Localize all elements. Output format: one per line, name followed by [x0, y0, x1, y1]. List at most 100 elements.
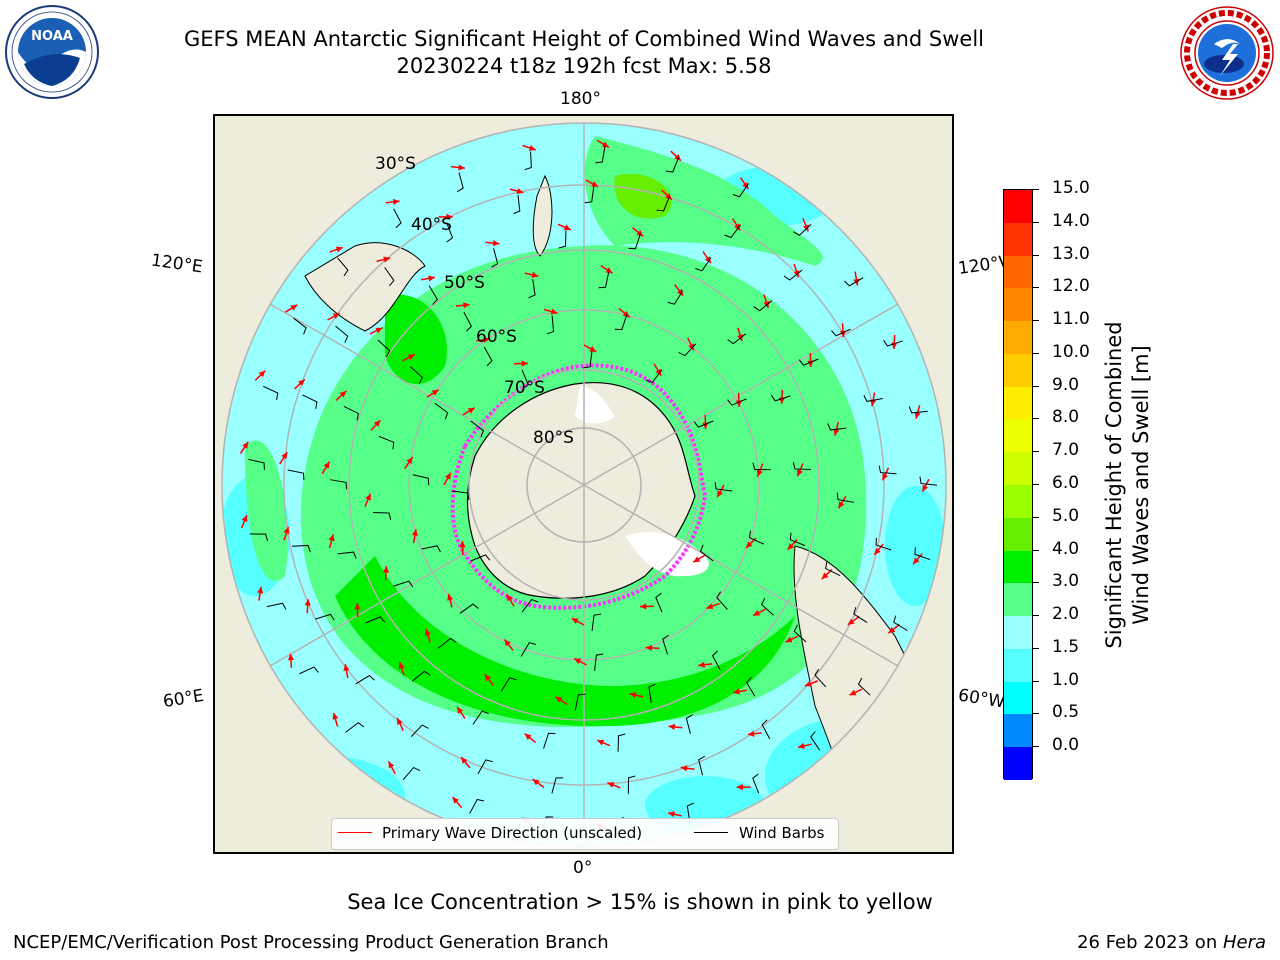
colorbar-tick-label: 2.0	[1052, 604, 1080, 625]
wind-barb	[814, 668, 827, 688]
wind-barb	[836, 492, 854, 503]
wave-field-3-4m	[584, 136, 823, 266]
wind-barb	[343, 405, 359, 421]
wind-barb	[748, 530, 765, 545]
colorbar-tick	[1033, 352, 1039, 354]
wind-barb	[292, 544, 311, 553]
wave-field-4-5m	[335, 556, 795, 727]
wind-barb	[459, 603, 479, 614]
sea-ice-edge	[450, 363, 708, 610]
wind-barb	[477, 759, 493, 775]
colorbar-tick-label: 12.0	[1052, 276, 1090, 297]
wave-direction-arrowhead	[571, 618, 579, 624]
wave-direction-arrowhead	[287, 653, 294, 661]
wind-barb	[810, 731, 821, 751]
wind-barb	[412, 474, 430, 486]
wave-direction-arrowhead	[388, 761, 395, 769]
wave-direction-arrowhead	[742, 182, 749, 190]
wind-barb	[745, 677, 756, 697]
colorbar-tick-label: 0.5	[1052, 702, 1080, 723]
wind-barb	[761, 719, 771, 740]
colorbar-tick-label: 5.0	[1052, 505, 1080, 526]
wind-barb	[410, 724, 429, 737]
colorbar-tick	[1033, 615, 1039, 617]
colorbar-tick	[1033, 484, 1039, 485]
wind-barb	[470, 554, 491, 562]
wave-field-1.5-2m	[885, 486, 945, 606]
wind-barb	[875, 537, 892, 551]
wave-direction-arrowhead	[704, 256, 711, 264]
wave-direction-arrowhead	[504, 639, 511, 647]
wind-barb	[792, 462, 811, 470]
wave-direction-arrowhead	[913, 557, 920, 565]
wind-barb	[500, 677, 517, 692]
colorbar-tick-label: 11.0	[1052, 309, 1090, 330]
wind-barb	[558, 230, 567, 249]
wave-direction-arrows	[239, 139, 930, 830]
wave-direction-arrowhead	[601, 141, 609, 148]
wave-direction-arrowhead	[804, 680, 812, 687]
wind-barb	[863, 394, 883, 402]
wind-barb	[591, 613, 602, 632]
wave-direction-arrowhead	[241, 514, 248, 522]
colorbar-tick-label: 1.0	[1052, 669, 1080, 690]
page-title: GEFS MEAN Antarctic Significant Height o…	[183, 27, 985, 51]
colorbar-tick-label: 15.0	[1052, 178, 1090, 198]
wave-direction-arrowhead	[914, 411, 921, 419]
wind-barb	[546, 315, 555, 335]
wave-direction-arrowhead	[242, 441, 249, 449]
wind-barb	[595, 146, 606, 164]
wave-direction-arrowhead	[797, 469, 803, 477]
wind-barb	[914, 547, 931, 561]
wave-direction-arrowhead	[446, 213, 453, 220]
wave-direction-arrowhead	[745, 541, 753, 548]
wind-barb	[345, 722, 365, 733]
wind-barb	[645, 369, 663, 384]
wave-direction-arrowhead	[787, 543, 795, 550]
wave-direction-arrowhead	[688, 343, 694, 351]
svg-text:NOAA: NOAA	[31, 29, 73, 44]
wind-barb	[428, 285, 439, 305]
wave-direction-arrowhead	[521, 360, 528, 367]
wind-barb	[299, 666, 319, 675]
wind-barb	[843, 277, 864, 287]
wave-direction-arrowhead	[447, 593, 454, 601]
colorbar-segment	[1004, 681, 1032, 715]
wind-barb	[469, 798, 485, 814]
wind-barb	[685, 714, 693, 734]
wind-barb	[770, 394, 791, 402]
wave-direction-arrowhead	[680, 765, 688, 772]
wind-barb	[393, 208, 402, 229]
lat-label-30s: 30°S	[375, 154, 416, 174]
wind-barb	[584, 185, 595, 204]
wind-barb	[853, 607, 868, 623]
wind-barb	[248, 458, 265, 470]
wind-barb	[302, 394, 318, 409]
colorbar-tick-label: 10.0	[1052, 341, 1090, 362]
wave-direction-arrowhead	[655, 368, 662, 376]
colorbar-tick	[1033, 451, 1039, 453]
wind-barb	[249, 533, 269, 541]
colorbar-segment	[1004, 255, 1032, 289]
wave-direction-arrowhead	[424, 628, 431, 636]
wind-barb	[574, 693, 586, 711]
colorbar-segment	[1004, 222, 1032, 257]
wind-barb	[693, 420, 714, 428]
wave-direction-arrowhead	[375, 327, 383, 334]
wave-direction-arrowhead	[693, 556, 701, 563]
wave-direction-arrowhead	[407, 354, 415, 361]
wave-field-3-4m	[245, 440, 288, 581]
wave-direction-arrowhead	[516, 188, 524, 195]
wind-barb	[716, 591, 728, 610]
wave-direction-arrowhead	[838, 501, 845, 509]
wave-direction-arrowhead	[757, 469, 763, 477]
wave-direction-arrowhead	[290, 304, 298, 311]
wave-direction-arrowhead	[457, 706, 464, 714]
wind-barb	[919, 476, 938, 486]
wind-barb	[793, 624, 807, 643]
wave-direction-arrowhead	[833, 428, 840, 436]
wave-direction-arrowhead	[589, 346, 597, 352]
wind-barb	[266, 602, 287, 610]
wave-direction-arrowhead	[847, 618, 855, 625]
wind-barb	[798, 358, 819, 366]
